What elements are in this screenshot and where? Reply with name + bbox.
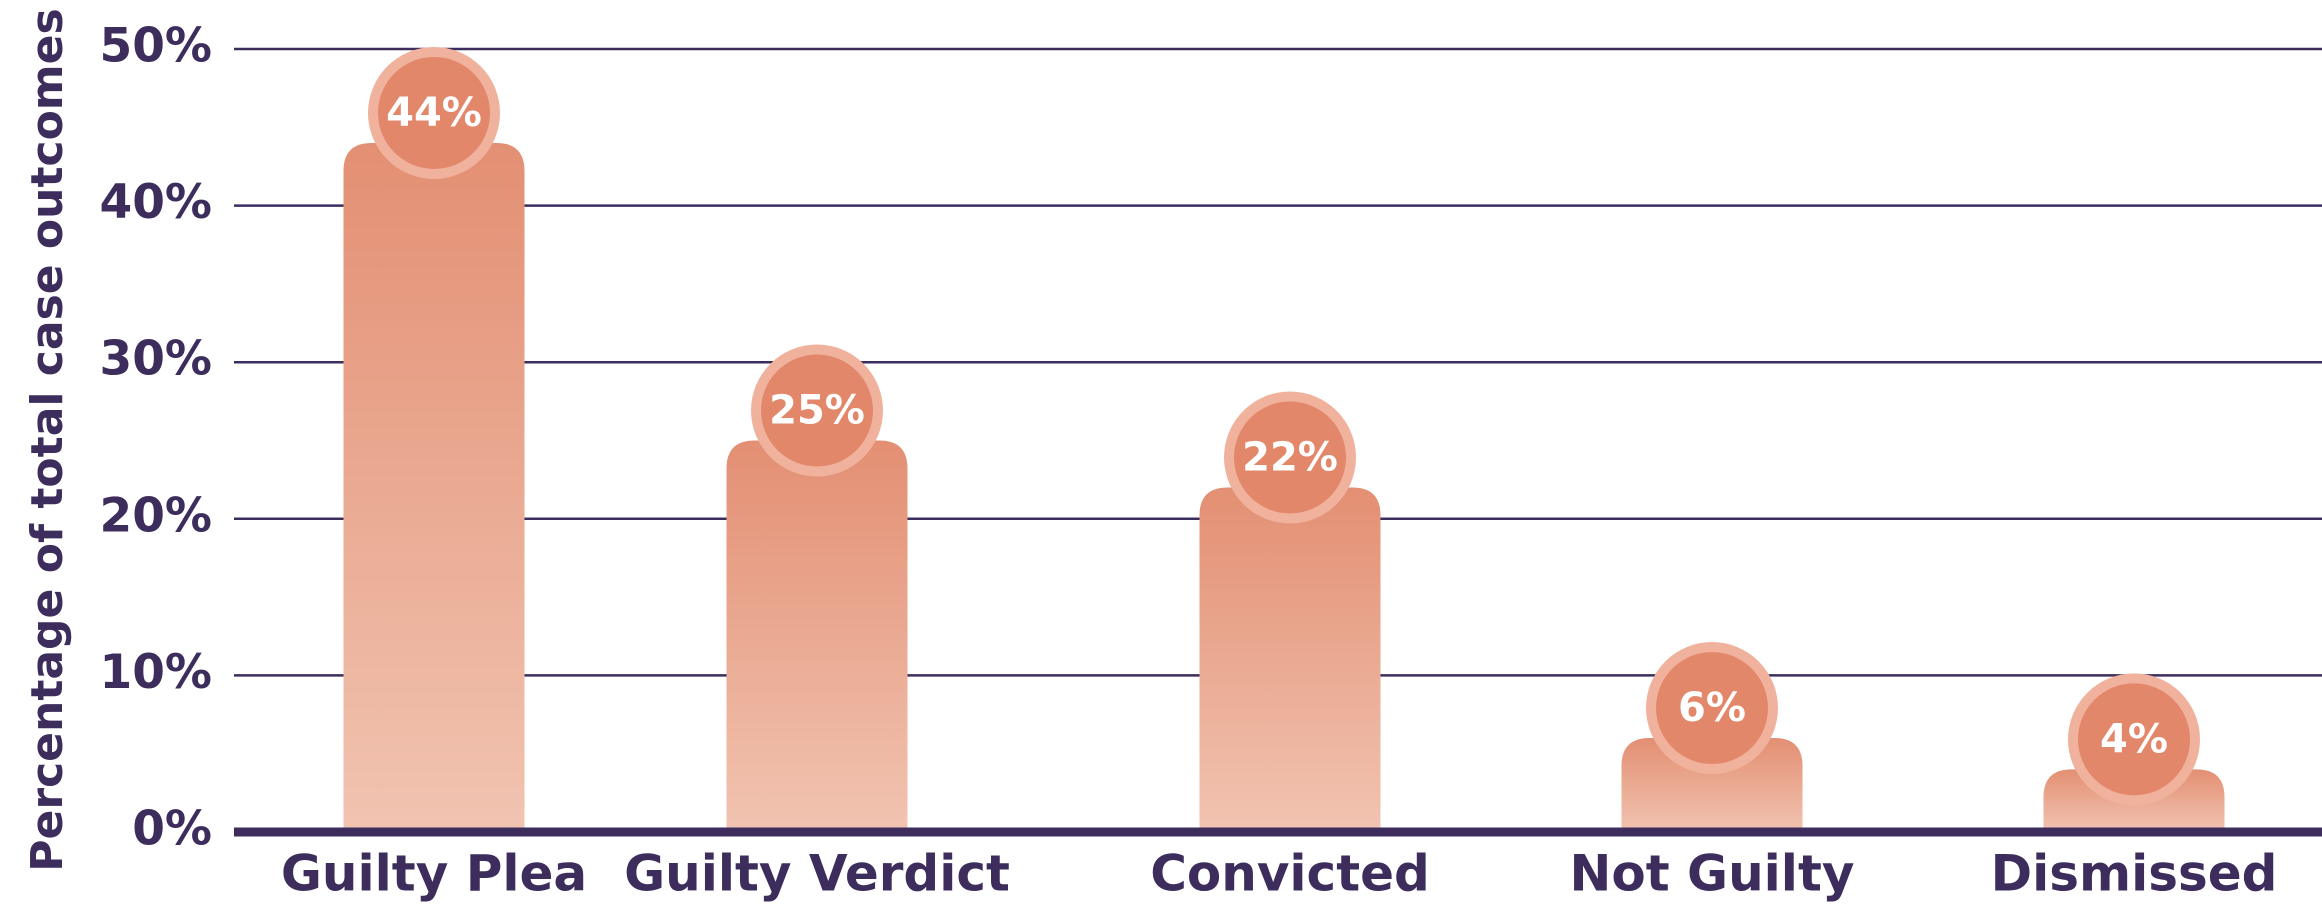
value-label: 6% <box>1678 685 1746 731</box>
label-badge <box>378 56 490 169</box>
y-tick-label: 40% <box>100 175 213 230</box>
x-tick-label: Dismissed <box>1991 845 2278 903</box>
label-badge <box>1656 652 1768 765</box>
x-tick-label: Convicted <box>1150 845 1430 903</box>
value-label: 25% <box>769 388 865 434</box>
label-badge <box>761 354 873 467</box>
x-tick-label: Not Guilty <box>1570 845 1855 903</box>
y-tick-label: 50% <box>100 19 213 74</box>
label-badge <box>2078 683 2190 796</box>
bar <box>1199 487 1381 832</box>
x-tick-label: Guilty Verdict <box>624 845 1010 903</box>
bar <box>1621 738 1803 832</box>
y-axis-title: Percentage of total case outcomes <box>22 8 73 871</box>
value-label: 44% <box>386 90 482 136</box>
label-badge <box>1234 401 1346 514</box>
value-label: 4% <box>2100 716 2168 762</box>
value-label: 22% <box>1242 434 1338 480</box>
y-tick-label: 30% <box>100 332 213 387</box>
y-tick-label: 20% <box>100 488 213 543</box>
y-tick-label: 10% <box>100 645 213 700</box>
y-tick-label: 0% <box>132 802 212 857</box>
x-tick-label: Guilty Plea <box>281 845 587 903</box>
bar <box>726 440 908 832</box>
bar <box>343 142 525 832</box>
